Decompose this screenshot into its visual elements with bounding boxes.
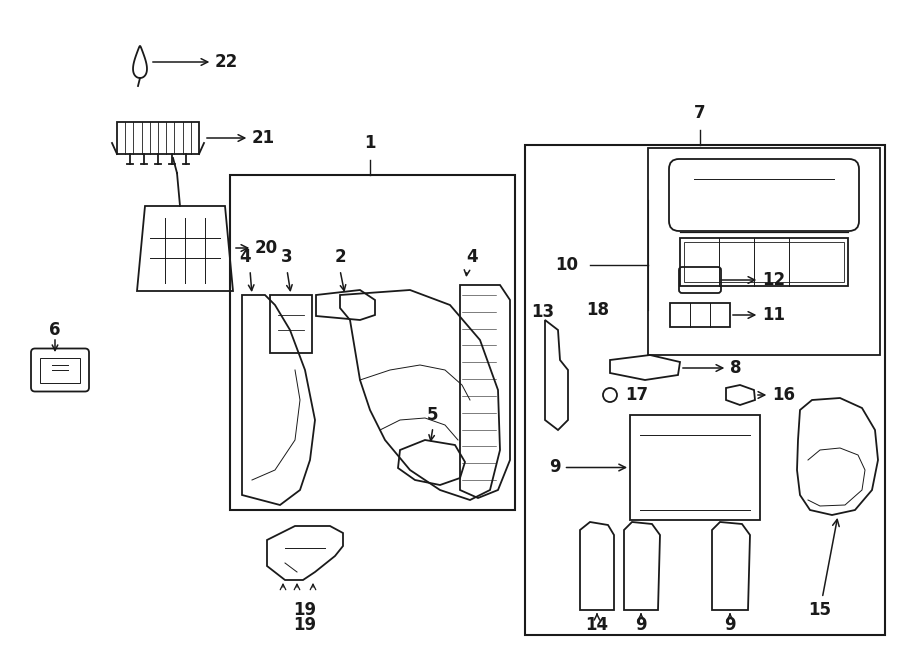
Text: 4: 4 xyxy=(239,248,251,266)
Text: 9: 9 xyxy=(724,616,736,634)
Text: 14: 14 xyxy=(585,616,608,634)
Text: 17: 17 xyxy=(625,386,648,404)
Text: 19: 19 xyxy=(293,601,317,619)
Bar xyxy=(230,175,515,510)
Text: 1: 1 xyxy=(364,134,376,152)
Bar xyxy=(670,303,730,327)
Bar xyxy=(270,295,312,353)
Text: 4: 4 xyxy=(466,248,478,266)
Bar xyxy=(648,148,880,355)
Bar xyxy=(630,415,760,520)
Text: 21: 21 xyxy=(207,129,275,147)
Text: 6: 6 xyxy=(50,321,61,339)
FancyBboxPatch shape xyxy=(669,159,859,231)
Text: 20: 20 xyxy=(236,239,278,257)
Text: 15: 15 xyxy=(808,520,839,619)
Bar xyxy=(684,242,844,282)
Text: 13: 13 xyxy=(531,303,554,321)
Bar xyxy=(117,122,199,154)
Text: 11: 11 xyxy=(733,306,785,324)
Text: 18: 18 xyxy=(587,301,609,319)
Text: 19: 19 xyxy=(293,616,317,634)
Text: 8: 8 xyxy=(683,359,742,377)
Bar xyxy=(680,238,848,286)
Text: 7: 7 xyxy=(694,104,706,122)
Bar xyxy=(40,358,80,383)
Text: 5: 5 xyxy=(428,406,439,424)
Text: 2: 2 xyxy=(334,248,346,266)
Text: 3: 3 xyxy=(281,248,292,266)
FancyBboxPatch shape xyxy=(31,348,89,391)
Text: 16: 16 xyxy=(758,386,795,404)
Text: 10: 10 xyxy=(555,256,579,274)
Text: 22: 22 xyxy=(153,53,238,71)
Text: 12: 12 xyxy=(721,271,785,289)
Text: 9: 9 xyxy=(549,459,626,477)
Text: 9: 9 xyxy=(635,616,647,634)
Bar xyxy=(525,145,885,635)
